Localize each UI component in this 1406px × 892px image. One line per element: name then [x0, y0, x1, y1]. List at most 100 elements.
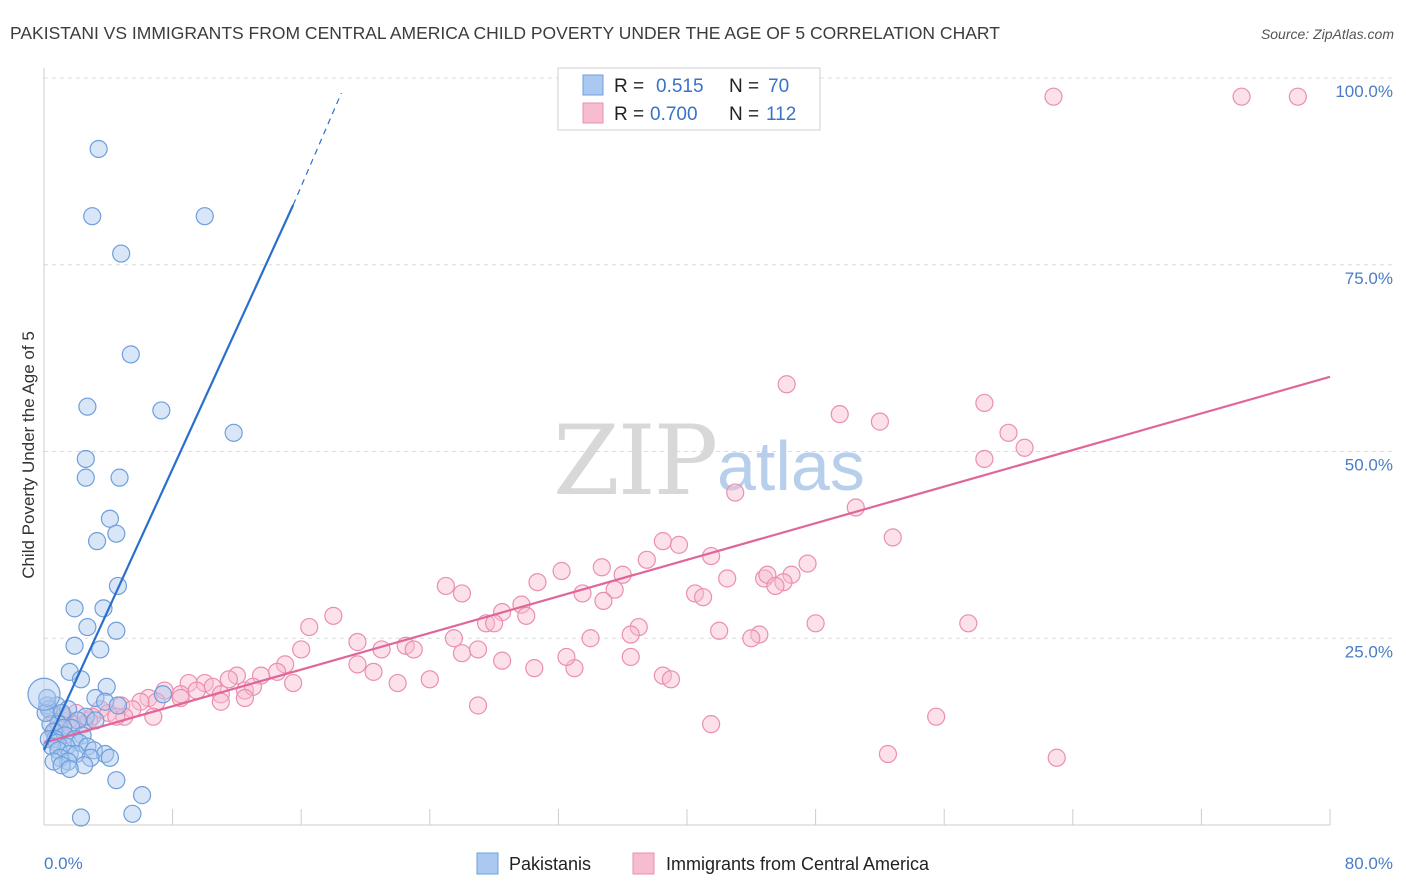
legend-n-label-2: N =	[729, 104, 759, 125]
central-point	[702, 715, 721, 734]
central-point	[1047, 748, 1066, 767]
y-tick-label: 25.0%	[1345, 642, 1393, 661]
central-point	[300, 617, 319, 637]
central-point	[452, 644, 472, 663]
central-point	[364, 662, 383, 681]
legend-n-value-1: 70	[768, 76, 789, 97]
y-axis-label: Child Poverty Under the Age of 5	[19, 331, 38, 579]
central-point	[592, 558, 611, 577]
x-axis-ticks: 0.0% 80.0%	[44, 854, 1393, 873]
central-point	[525, 659, 544, 678]
central-point	[806, 614, 825, 633]
x-tick-label: 0.0%	[44, 854, 83, 873]
central-point	[444, 629, 464, 648]
chart-title: PAKISTANI VS IMMIGRANTS FROM CENTRAL AME…	[10, 23, 1000, 43]
stats-legend: R = 0.515 N = 70 R = 0.700 N = 112	[557, 67, 821, 131]
pakistani-point	[76, 468, 95, 487]
central-point	[870, 412, 890, 431]
pakistani-point	[81, 748, 100, 767]
pakistani-point	[65, 636, 84, 655]
pakistani-point	[71, 808, 91, 827]
pakistani-point	[87, 532, 107, 551]
pakistani-point	[107, 621, 126, 640]
central-point	[975, 449, 994, 469]
pakistani-point	[152, 401, 171, 420]
chart-source: Source: ZipAtlas.com	[1261, 26, 1394, 42]
pakistani-point	[75, 756, 94, 775]
pakistani-point	[100, 748, 120, 767]
pakistani-point	[89, 139, 108, 159]
pakistani-point	[83, 207, 102, 226]
central-point	[959, 614, 978, 633]
central-point	[766, 576, 785, 596]
central-point	[726, 483, 745, 502]
central-point	[187, 681, 206, 700]
central-point	[468, 696, 488, 715]
pakistani-point	[78, 617, 97, 637]
bottom-legend-central: Immigrants from Central America	[666, 854, 930, 874]
central-point	[1288, 87, 1307, 106]
bottom-legend-pakistani-swatch	[476, 852, 499, 875]
pakistani-point	[121, 345, 140, 364]
pakistani-swatch	[582, 74, 604, 96]
central-america-points	[42, 87, 1307, 767]
central-point	[468, 640, 488, 659]
pakistani-point	[107, 771, 126, 790]
central-point	[493, 651, 512, 670]
pakistani-point	[153, 685, 173, 704]
central-point	[348, 655, 367, 674]
axes	[43, 68, 1331, 826]
central-point	[324, 606, 343, 625]
pakistani-point	[110, 468, 129, 487]
central-point	[637, 550, 656, 569]
central-point	[420, 670, 439, 689]
pakistani-point	[100, 509, 120, 528]
central-point	[927, 707, 946, 726]
y-tick-label: 50.0%	[1345, 456, 1393, 475]
pakistani-point-large	[27, 677, 61, 711]
pakistani-point	[86, 688, 105, 708]
pakistani-point	[38, 688, 57, 708]
legend-r-label-1: R =	[614, 76, 644, 97]
central-trendline	[43, 375, 1331, 744]
pakistani-point	[132, 786, 152, 805]
pakistani-point	[78, 397, 97, 416]
y-axis-ticks: 25.0% 50.0% 75.0% 100.0%	[1335, 82, 1393, 661]
central-point	[830, 405, 849, 424]
pakistani-point	[65, 599, 84, 618]
watermark-zip: ZIP	[553, 405, 716, 517]
central-point	[284, 673, 303, 693]
central-point	[348, 632, 367, 652]
watermark-atlas: atlas	[717, 427, 865, 505]
pakistani-point	[91, 640, 110, 659]
central-point	[211, 692, 230, 711]
central-point	[846, 498, 865, 517]
central-swatch	[582, 102, 604, 124]
bottom-legend-central-swatch	[632, 852, 655, 875]
central-point	[710, 621, 729, 640]
central-point	[653, 532, 672, 551]
central-point	[581, 629, 600, 648]
watermark: ZIP atlas	[553, 405, 865, 517]
bottom-legend: Pakistanis Immigrants from Central Ameri…	[476, 852, 930, 875]
central-point	[621, 647, 640, 667]
central-point	[235, 688, 255, 708]
pakistani-point	[195, 207, 214, 226]
legend-n-value-2: 112	[766, 104, 796, 125]
pakistani-point	[97, 677, 116, 696]
legend-n-label-1: N =	[729, 76, 759, 97]
pakistani-point	[76, 449, 95, 469]
central-point	[975, 393, 994, 413]
pakistani-point	[224, 423, 243, 442]
central-point	[528, 573, 547, 592]
central-point	[883, 528, 902, 547]
central-point	[292, 640, 311, 659]
x-tick-label: 80.0%	[1345, 854, 1393, 873]
pakistani-point	[108, 696, 128, 715]
pakistani-point	[112, 244, 131, 263]
central-point	[742, 629, 761, 648]
central-point	[219, 670, 238, 689]
central-point	[999, 423, 1018, 442]
pakistani-trendline-extension	[292, 92, 342, 206]
